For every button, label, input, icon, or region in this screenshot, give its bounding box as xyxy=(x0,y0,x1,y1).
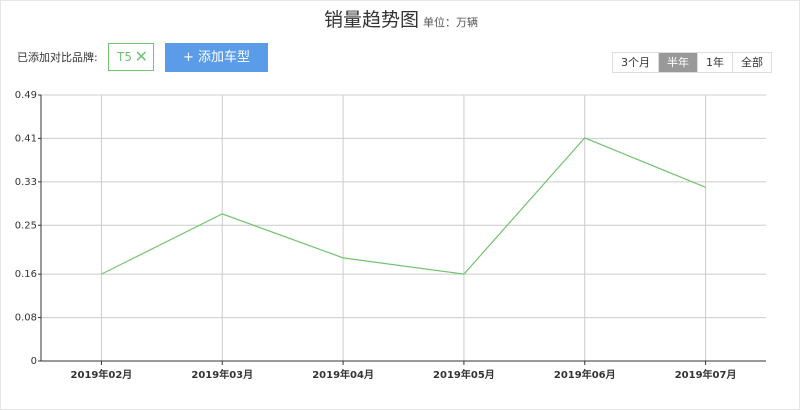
y-tick-label: 0.49 xyxy=(15,90,37,101)
add-button[interactable]: + 添加车型 xyxy=(165,43,268,72)
y-tick-label: 0.33 xyxy=(15,177,37,188)
x-tick-label: 2019年03月 xyxy=(191,368,253,381)
chart-title: 销量趋势图 xyxy=(323,9,419,31)
y-tick-label: 0.25 xyxy=(15,220,37,231)
x-tick-label: 2019年04月 xyxy=(312,368,374,381)
series-line xyxy=(101,137,706,275)
chart-subtitle: 单位：万辆 xyxy=(423,16,478,29)
y-tick-label: 0 xyxy=(31,356,37,367)
range-button[interactable]: 半年 xyxy=(658,53,697,72)
range-selector: 3个月 半年 1年 全部 xyxy=(612,52,772,73)
x-tick-label: 2019年06月 xyxy=(554,368,616,381)
range-button[interactable]: 1年 xyxy=(697,53,732,72)
header: 销量趋势图 单位：万辆 xyxy=(1,5,799,32)
range-button[interactable]: 3个月 xyxy=(613,53,658,72)
y-tick-label: 0.41 xyxy=(15,133,37,144)
brand-tag[interactable]: T5 ✕ xyxy=(108,43,154,71)
brand-name: T5 xyxy=(117,50,132,64)
x-tick-label: 2019年05月 xyxy=(433,368,495,381)
remove-icon[interactable]: ✕ xyxy=(134,47,148,66)
range-button[interactable]: 全部 xyxy=(732,53,771,72)
x-tick-label: 2019年02月 xyxy=(71,368,133,381)
x-tick-label: 2019年07月 xyxy=(675,368,737,381)
y-tick-label: 0.08 xyxy=(15,313,37,324)
y-tick-label: 0.16 xyxy=(15,269,37,280)
compare-label: 已添加对比品牌: xyxy=(17,51,98,64)
